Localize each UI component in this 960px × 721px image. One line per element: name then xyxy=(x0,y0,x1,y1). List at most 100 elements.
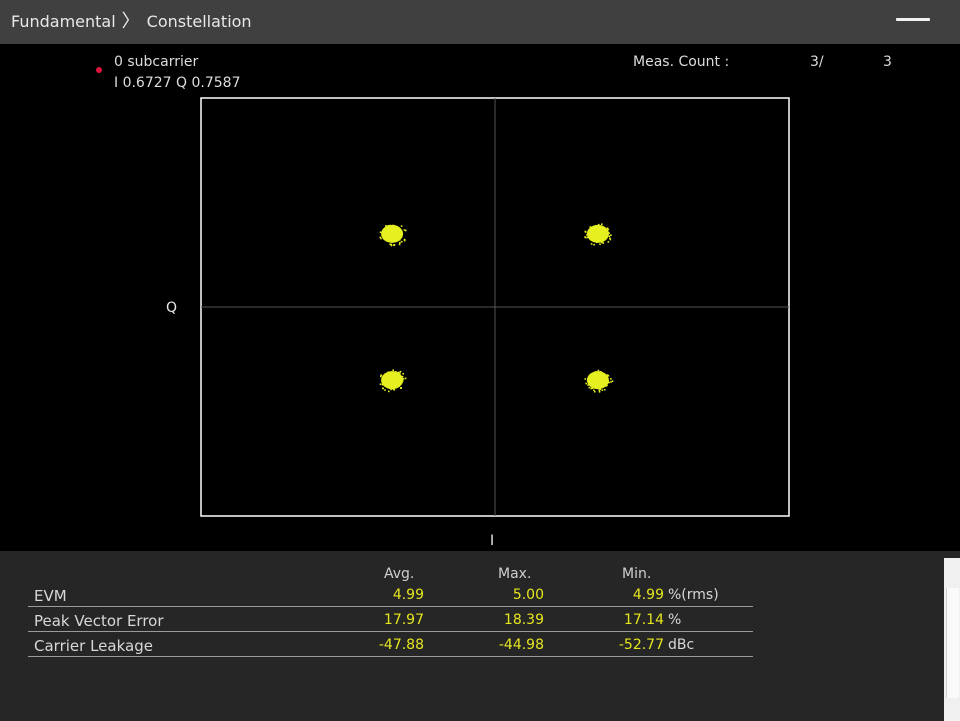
constellation-sample xyxy=(394,240,396,243)
breadcrumb-current: Constellation xyxy=(146,12,252,31)
constellation-sample xyxy=(603,388,606,391)
constellation-sample xyxy=(391,239,394,241)
constellation-sample xyxy=(592,374,594,377)
constellation-sample xyxy=(599,381,601,383)
constellation-sample xyxy=(601,389,604,391)
constellation-panel xyxy=(0,44,960,551)
constellation-sample xyxy=(599,374,601,377)
constellation-sample xyxy=(379,231,382,234)
marker-label: 0 subcarrier xyxy=(114,54,199,70)
marker-value: I 0.6727 Q 0.7587 xyxy=(114,75,241,91)
constellation-sample xyxy=(599,388,601,391)
constellation-sample xyxy=(392,388,395,390)
constellation-sample xyxy=(587,380,590,382)
constellation-chart[interactable] xyxy=(0,0,960,551)
constellation-sample xyxy=(588,376,590,378)
constellation-sample xyxy=(593,389,595,392)
constellation-sample xyxy=(388,239,390,242)
constellation-sample xyxy=(391,372,393,374)
title-bar: Fundamental 〉 Constellation xyxy=(0,0,960,44)
constellation-point-cluster xyxy=(584,223,612,246)
constellation-sample xyxy=(390,386,393,389)
meas-count-total: 3 xyxy=(883,54,892,70)
constellation-sample xyxy=(384,380,386,383)
constellation-sample xyxy=(393,244,396,246)
constellation-sample xyxy=(598,234,600,236)
constellation-sample xyxy=(404,229,407,232)
constellation-sample xyxy=(385,375,387,378)
chevron-right-icon: 〉 xyxy=(121,11,140,32)
constellation-sample xyxy=(588,382,590,384)
constellation-sample xyxy=(400,387,402,389)
constellation-sample xyxy=(589,234,591,237)
row-label-evm: EVM xyxy=(34,587,67,605)
constellation-sample xyxy=(389,229,392,232)
constellation-sample xyxy=(398,383,401,385)
constellation-sample xyxy=(594,235,596,237)
constellation-sample xyxy=(399,372,401,374)
constellation-sample xyxy=(610,378,612,380)
constellation-sample xyxy=(608,235,611,237)
constellation-sample xyxy=(607,380,609,382)
constellation-sample xyxy=(395,373,397,375)
constellation-sample xyxy=(388,390,390,393)
constellation-sample xyxy=(609,238,612,241)
constellation-sample xyxy=(379,236,382,239)
y-axis-label: Q xyxy=(166,300,178,316)
constellation-sample xyxy=(397,237,399,240)
constellation-sample xyxy=(385,234,387,237)
constellation-sample xyxy=(399,241,401,244)
constellation-sample xyxy=(595,225,598,227)
constellation-sample xyxy=(404,377,407,380)
constellation-sample xyxy=(601,231,604,234)
constellation-sample xyxy=(595,231,597,234)
constellation-sample xyxy=(603,380,606,383)
constellation-sample xyxy=(592,236,594,239)
constellation-sample xyxy=(592,376,595,378)
constellation-sample xyxy=(389,379,391,382)
constellation-sample xyxy=(397,230,400,232)
constellation-sample xyxy=(597,223,600,226)
constellation-sample xyxy=(388,228,391,231)
constellation-sample xyxy=(382,387,384,390)
constellation-sample xyxy=(598,376,600,379)
constellation-sample xyxy=(591,375,593,377)
scrollbar-thumb[interactable] xyxy=(946,588,959,698)
constellation-sample xyxy=(389,384,392,386)
constellation-sample xyxy=(399,232,402,234)
constellation-sample xyxy=(389,224,391,227)
constellation-sample xyxy=(588,233,591,236)
constellation-sample xyxy=(600,380,602,382)
constellation-sample xyxy=(600,377,602,379)
constellation-sample xyxy=(602,236,605,238)
constellation-sample xyxy=(602,242,605,244)
constellation-sample xyxy=(589,232,591,235)
constellation-sample xyxy=(397,384,400,387)
constellation-sample xyxy=(401,380,404,382)
minimize-icon[interactable] xyxy=(896,18,930,21)
constellation-sample xyxy=(589,226,592,228)
constellation-sample xyxy=(390,388,392,391)
constellation-sample xyxy=(397,371,400,374)
constellation-sample xyxy=(381,383,384,386)
constellation-sample xyxy=(380,375,382,378)
constellation-sample xyxy=(382,375,384,377)
constellation-sample xyxy=(595,386,597,389)
results-scrollbar[interactable] xyxy=(944,558,960,721)
constellation-sample xyxy=(382,377,384,379)
constellation-sample xyxy=(392,369,394,371)
constellation-sample xyxy=(587,384,589,386)
constellation-sample xyxy=(402,378,405,380)
constellation-sample xyxy=(594,390,596,393)
constellation-points xyxy=(379,223,614,393)
breadcrumb-parent[interactable]: Fundamental xyxy=(11,12,116,31)
constellation-sample xyxy=(602,385,605,387)
constellation-sample xyxy=(385,235,388,238)
marker-dot-icon xyxy=(96,67,102,73)
evm-min: 4.99 xyxy=(632,587,664,603)
constellation-sample xyxy=(607,228,610,231)
constellation-sample xyxy=(401,375,404,378)
constellation-sample xyxy=(595,229,597,232)
constellation-sample xyxy=(610,381,612,383)
constellation-sample xyxy=(588,383,590,385)
